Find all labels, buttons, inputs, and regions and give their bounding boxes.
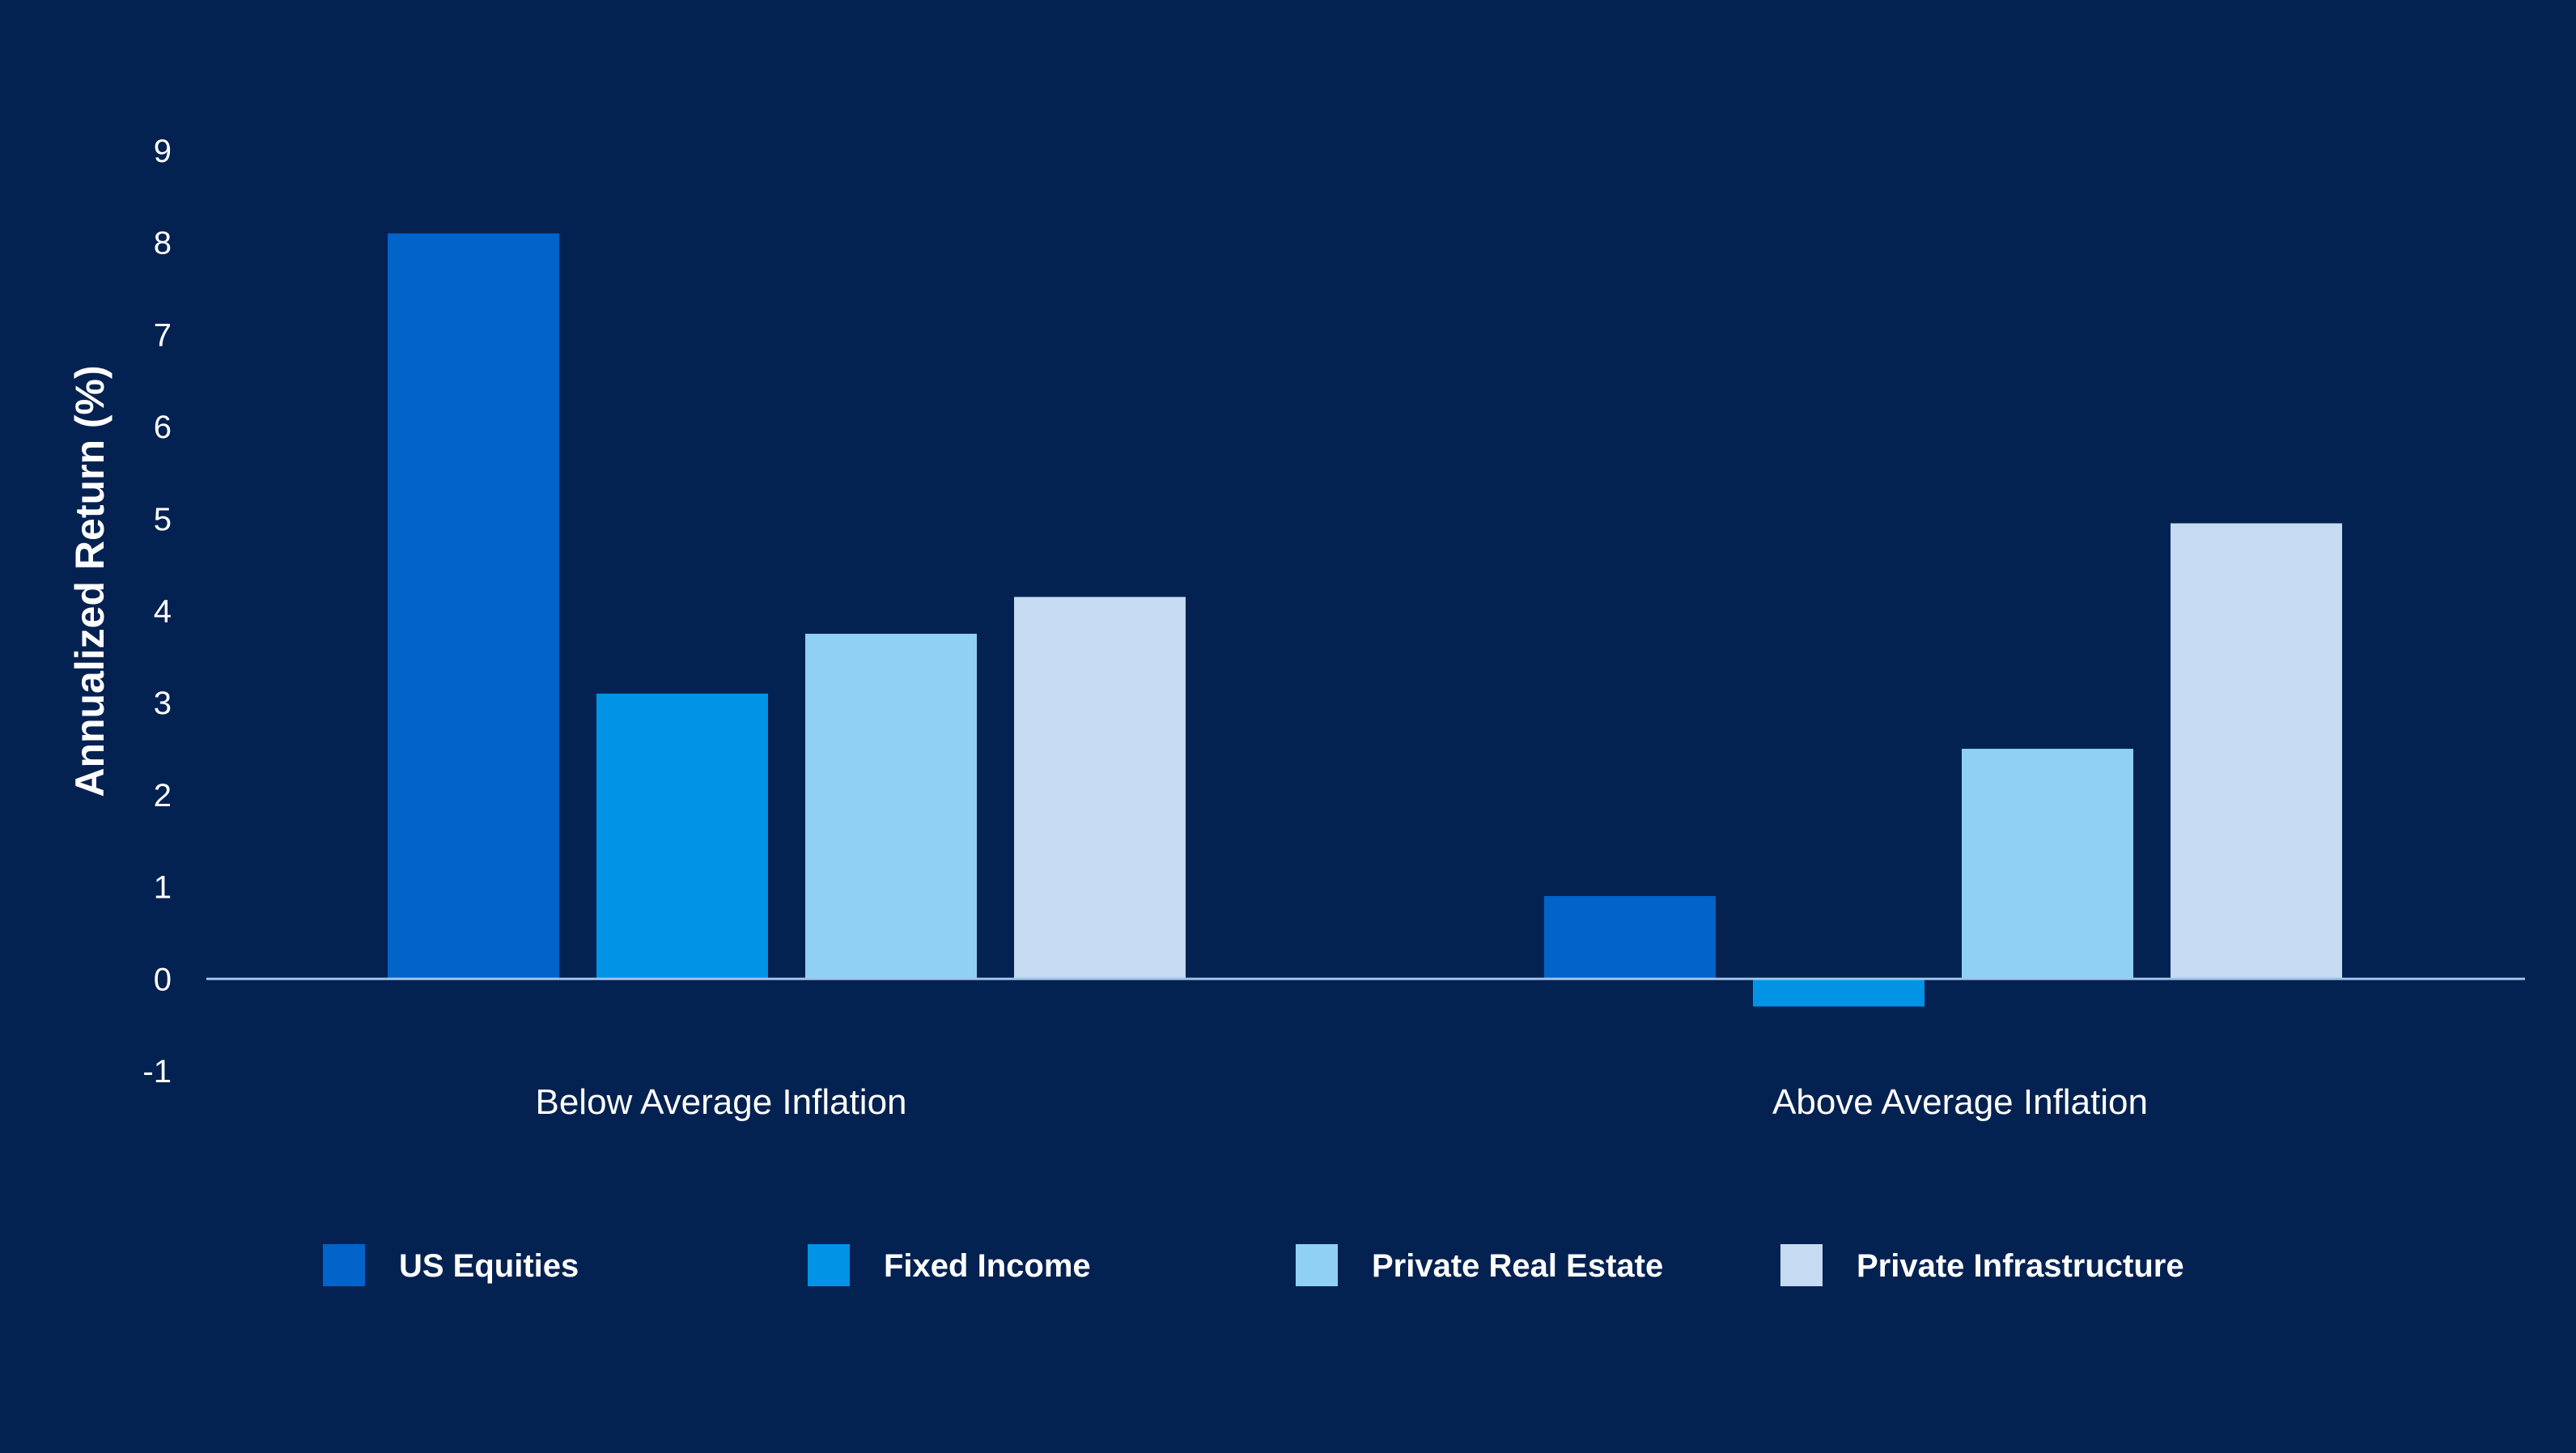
bar	[596, 693, 768, 979]
y-tick-label: 7	[154, 317, 172, 353]
legend-swatch	[1296, 1244, 1338, 1286]
y-axis-title-group: Annualized Return (%)	[67, 365, 112, 797]
legend-item: US Equities	[323, 1244, 579, 1286]
y-axis-title: Annualized Return (%)	[67, 365, 112, 797]
bars	[388, 233, 2342, 1007]
legend: US Equities Fixed Income Private Real Esta…	[323, 1244, 2184, 1286]
bar	[388, 233, 559, 979]
y-tick-label: 4	[154, 594, 172, 630]
legend-swatch	[323, 1244, 365, 1286]
bar	[1753, 979, 1925, 1007]
bar	[805, 633, 977, 979]
y-tick-label: 0	[154, 962, 172, 997]
legend-label: US Equities	[399, 1248, 579, 1284]
y-tick-label: 2	[154, 778, 172, 814]
legend-label: Fixed Income	[884, 1248, 1091, 1284]
category-label: Below Average Inflation	[535, 1082, 906, 1122]
bar	[1962, 749, 2133, 979]
y-axis-ticks: 9 8 7 6 5 4 3 2 1 0 -1	[142, 134, 172, 1090]
x-axis-categories: Below Average Inflation Above Average Inf…	[535, 1082, 2148, 1122]
y-tick-label: 3	[154, 686, 172, 721]
bar	[1544, 895, 1716, 979]
legend-label: Private Real Estate	[1372, 1248, 1663, 1284]
y-tick-label: 9	[154, 134, 172, 169]
bar	[1014, 597, 1186, 979]
y-tick-label: 5	[154, 502, 172, 537]
legend-item: Private Real Estate	[1296, 1244, 1663, 1286]
y-tick-label: -1	[142, 1054, 172, 1090]
y-tick-label: 1	[154, 870, 172, 906]
bar	[2171, 523, 2342, 979]
category-label: Above Average Inflation	[1772, 1082, 2148, 1122]
legend-swatch	[808, 1244, 850, 1286]
y-tick-label: 6	[154, 410, 172, 445]
y-tick-label: 8	[154, 226, 172, 261]
legend-swatch	[1780, 1244, 1823, 1286]
legend-item: Private Infrastructure	[1780, 1244, 2184, 1286]
legend-label: Private Infrastructure	[1857, 1248, 2184, 1284]
legend-item: Fixed Income	[808, 1244, 1091, 1286]
